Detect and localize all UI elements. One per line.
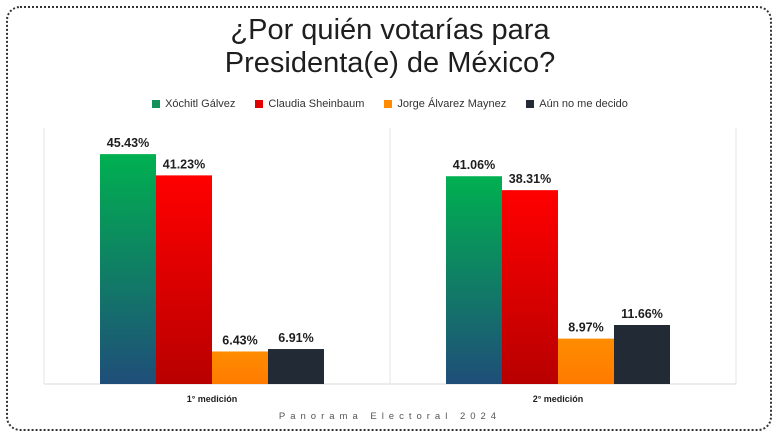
legend-label-claudia: Claudia Sheinbaum <box>268 98 365 110</box>
legend-label-aun: Aún no me decido <box>539 98 628 110</box>
data-label-aun-m2: 11.66% <box>621 307 663 321</box>
bar-xochitl-m1 <box>100 154 156 384</box>
legend-swatch-aun <box>526 100 535 108</box>
data-label-claudia-m1: 41.23% <box>163 157 205 171</box>
legend-label-jorge: Jorge Álvarez Maynez <box>397 98 507 110</box>
legend-swatch-claudia <box>255 100 264 108</box>
bar-jorge-m1 <box>212 351 268 384</box>
bar-aun-m2 <box>614 325 670 384</box>
legend-swatch-jorge <box>384 100 393 108</box>
legend-item-jorge: Jorge Álvarez Maynez <box>384 98 506 110</box>
category-label-m1: 1° medición <box>187 394 238 404</box>
data-label-aun-m1: 6.91% <box>278 331 313 345</box>
chart-title-line2: Presidenta(e) de México? <box>224 47 556 79</box>
chart-legend: Xóchitl Gálvez Claudia Sheinbaum Jorge Á… <box>0 98 780 110</box>
chart-frame <box>6 6 772 431</box>
category-label-m2: 2° medición <box>533 394 584 404</box>
data-label-jorge-m1: 6.43% <box>222 333 257 347</box>
legend-label-xochitl: Xóchitl Gálvez <box>165 98 236 110</box>
data-label-xochitl-m1: 45.43% <box>107 136 149 150</box>
data-label-xochitl-m2: 41.06% <box>453 158 495 172</box>
bar-jorge-m2 <box>558 338 614 384</box>
legend-item-xochitl: Xóchitl Gálvez <box>152 98 235 110</box>
legend-item-aun: Aún no me decido <box>526 98 628 110</box>
data-label-jorge-m2: 8.97% <box>568 321 603 335</box>
chart-title-line1: ¿Por quién votarías para <box>230 14 550 46</box>
legend-item-claudia: Claudia Sheinbaum <box>255 98 364 110</box>
legend-swatch-xochitl <box>152 100 161 108</box>
bar-claudia-m2 <box>502 190 558 384</box>
bar-aun-m1 <box>268 349 324 384</box>
data-label-claudia-m2: 38.31% <box>509 172 551 186</box>
bar-claudia-m1 <box>156 175 212 384</box>
footer-source: Panorama Electoral 2024 <box>278 411 502 422</box>
bar-xochitl-m2 <box>446 176 502 384</box>
